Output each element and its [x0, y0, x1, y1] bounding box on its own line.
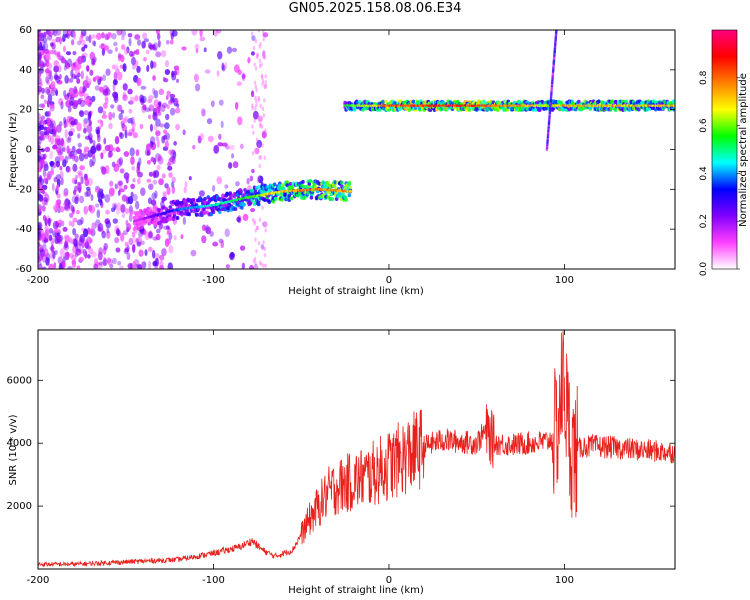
colorbar-label: Normalized spectral amplitude	[738, 73, 749, 227]
spectrogram-noise-layer	[38, 30, 269, 269]
colorbar-gradient	[711, 29, 738, 270]
colorbar-ticks: 0.0 0.2 0.4 0.6 0.8	[699, 70, 740, 276]
x-tick-label: 100	[555, 575, 574, 586]
colorbar-tick-label: 0.4	[699, 166, 709, 181]
colorbar-tick-label: 0.0	[699, 262, 709, 277]
snr-frame	[37, 329, 676, 570]
y-tick-label: 4000	[7, 438, 32, 449]
snr-plot-area	[38, 330, 675, 569]
x-tick-label: -100	[202, 275, 225, 286]
snr-y-label: SNR (10 * v/v)	[8, 414, 19, 485]
y-tick-label: -20	[16, 184, 32, 195]
spectrogram-x-axis: -200 -100 0 100	[27, 30, 574, 286]
snr-series-line	[38, 330, 675, 568]
colorbar-tick-label: 0.2	[699, 214, 709, 228]
spectrogram-x-label: Height of straight line (km)	[288, 286, 424, 297]
y-tick-label: 2000	[7, 501, 32, 512]
y-tick-label: 60	[19, 25, 32, 36]
spectrogram-trace-layer	[132, 30, 675, 232]
snr-y-axis: 2000 4000 6000	[7, 375, 675, 512]
y-tick-label: 20	[19, 105, 32, 116]
colorbar: 0.0 0.2 0.4 0.6 0.8 Normalized spectral ampl…	[699, 29, 749, 276]
snr-panel: -200 -100 0 100 2000 4000 6000 Height of stra…	[7, 329, 676, 596]
x-tick-label: -100	[202, 575, 225, 586]
snr-x-axis: -200 -100 0 100	[27, 330, 574, 586]
figure-title: GN05.2025.158.08.06.E34	[288, 1, 462, 16]
spectrogram-y-axis: -60 -40 -20 0 20 40 60	[16, 25, 675, 275]
y-tick-label: 0	[26, 145, 32, 156]
x-tick-label: 0	[386, 275, 392, 286]
y-tick-label: -40	[16, 224, 32, 235]
snr-x-label: Height of straight line (km)	[288, 585, 424, 596]
x-tick-label: -200	[27, 275, 50, 286]
y-tick-label: 6000	[7, 375, 32, 386]
colorbar-tick-label: 0.8	[699, 70, 709, 85]
spectrogram-y-label: Frequency (Hz)	[8, 112, 19, 188]
x-tick-label: 100	[555, 275, 574, 286]
colorbar-tick-label: 0.6	[699, 118, 709, 133]
y-tick-label: -60	[16, 264, 32, 275]
x-tick-label: 0	[386, 575, 392, 586]
x-tick-label: -200	[27, 575, 50, 586]
y-tick-label: 40	[19, 65, 32, 76]
